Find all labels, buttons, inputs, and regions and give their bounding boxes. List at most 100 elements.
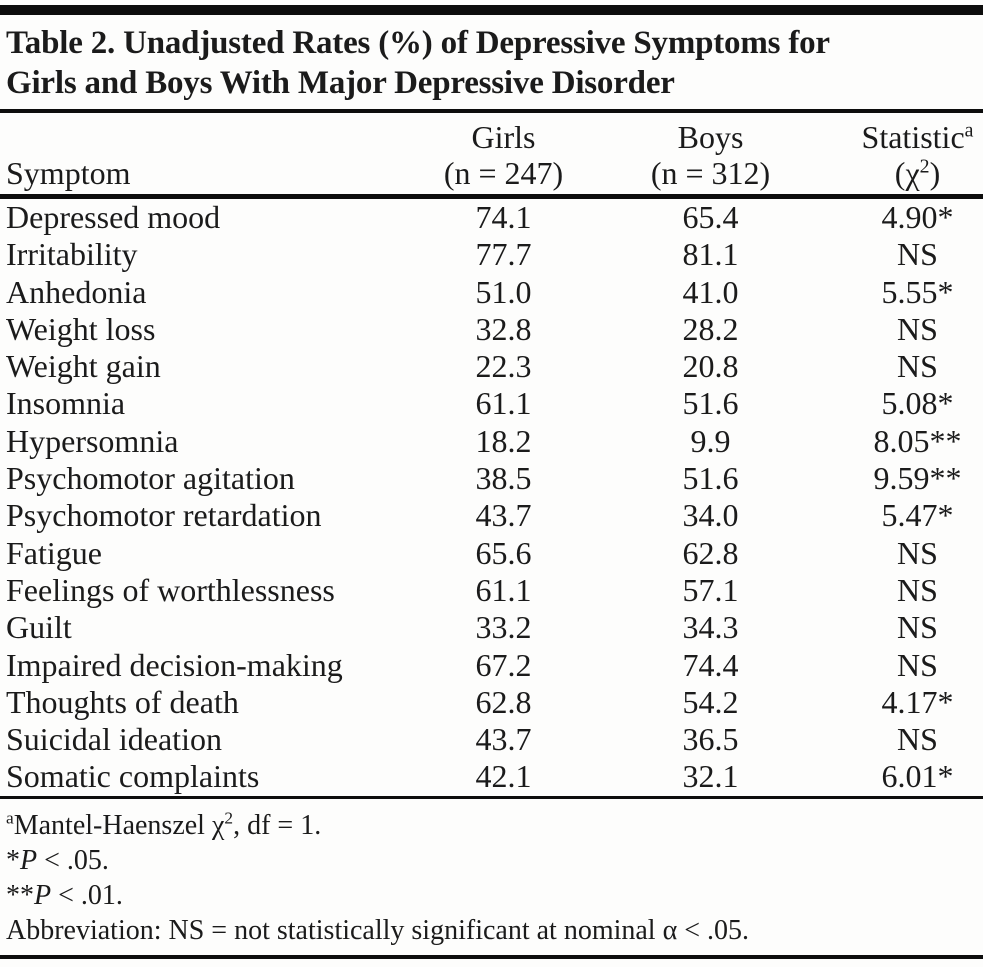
girls-value-cell: 62.8 <box>475 683 532 720</box>
footnote-p01-value: < .01. <box>51 879 123 911</box>
symptom-cell: Impaired decision-making <box>6 646 343 683</box>
statistic-value-cell: NS <box>897 534 938 571</box>
boys-value-cell: 34.0 <box>682 497 739 534</box>
statistic-value-cell: 8.05** <box>873 422 962 459</box>
table-row: Guilt 33.2 34.3 NS <box>0 609 983 646</box>
girls-header-line2: (n = 247) <box>443 155 564 191</box>
statistic-value-cell: NS <box>897 571 938 608</box>
statistic-value-cell: 5.55* <box>881 273 954 310</box>
boys-value-cell: 9.9 <box>690 422 731 459</box>
statistic-value-cell: NS <box>897 236 938 273</box>
chi-square-open: (χ <box>894 155 920 191</box>
footnote-chi-exponent: 2 <box>224 808 234 828</box>
table-row: Weight loss 32.8 28.2 NS <box>0 311 983 348</box>
statistic-value-cell: NS <box>897 646 938 683</box>
statistic-value-cell: 9.59** <box>873 460 962 497</box>
symptom-cell: Irritability <box>6 236 138 273</box>
table-title-line2: Girls and Boys With Major Depressive Dis… <box>6 65 675 101</box>
girls-value-cell: 43.7 <box>475 497 532 534</box>
table-body: Depressed mood 74.1 65.4 4.90* Irritabil… <box>0 197 983 799</box>
symptom-cell: Guilt <box>6 609 72 646</box>
column-header-statistic: Statistica (χ2) <box>814 113 983 199</box>
girls-value-cell: 32.8 <box>475 310 532 347</box>
boys-value-cell: 81.1 <box>682 236 739 273</box>
table-header: Symptom Girls (n = 247) Boys (n = 312) Sta… <box>0 113 983 199</box>
symptom-cell: Psychomotor agitation <box>6 460 295 497</box>
symptom-cell: Weight loss <box>6 310 156 347</box>
statistic-value-cell: NS <box>897 609 938 646</box>
table-row: Psychomotor retardation 43.7 34.0 5.47* <box>0 497 983 534</box>
statistic-value-cell: 5.08* <box>881 385 954 422</box>
symptom-cell: Somatic complaints <box>0 758 400 799</box>
table-row: Insomnia 61.1 51.6 5.08* <box>0 385 983 422</box>
footnote-mantel-df: , df = 1. <box>233 809 322 841</box>
table-title-line1: Table 2. Unadjusted Rates (%) of Depress… <box>6 25 830 61</box>
girls-value-cell: 74.1 <box>475 199 532 235</box>
footnote-p01: **P < .01. <box>6 878 983 913</box>
footnote-marker-a: a <box>6 808 14 828</box>
footnote-p05-p: P <box>20 844 38 876</box>
table-row: Somatic complaints 42.1 32.1 6.01* <box>0 758 983 799</box>
boys-value-cell: 65.4 <box>682 199 739 235</box>
statistic-value-cell: 4.17* <box>881 683 954 720</box>
girls-value-cell: 67.2 <box>475 646 532 683</box>
table-title: Table 2. Unadjusted Rates (%) of Depress… <box>0 15 983 103</box>
table-row: Feelings of worthlessness 61.1 57.1 NS <box>0 572 983 609</box>
table-row: Suicidal ideation 43.7 36.5 NS <box>0 721 983 758</box>
girls-value-cell: 22.3 <box>475 348 532 385</box>
boys-value-cell: 51.6 <box>682 460 739 497</box>
statistic-header-footnote-marker: a <box>964 119 974 142</box>
symptom-cell: Anhedonia <box>6 273 147 310</box>
table-row: Anhedonia 51.0 41.0 5.55* <box>0 274 983 311</box>
statistic-value-cell: NS <box>897 310 938 347</box>
girls-value-cell: 43.7 <box>475 721 532 758</box>
girls-value-cell: 33.2 <box>475 609 532 646</box>
symptom-cell: Thoughts of death <box>6 683 239 720</box>
statistic-value-cell: 6.01* <box>814 758 983 799</box>
girls-value-cell: 42.1 <box>400 758 607 799</box>
footnote-p01-p: P <box>34 879 52 911</box>
statistic-value-cell: 5.47* <box>881 497 954 534</box>
header-row: Symptom Girls (n = 247) Boys (n = 312) Sta… <box>0 113 983 199</box>
statistic-value-cell: NS <box>897 348 938 385</box>
boys-value-cell: 34.3 <box>682 609 739 646</box>
bottom-rule <box>0 954 983 959</box>
table-row: Hypersomnia 18.2 9.9 8.05** <box>0 423 983 460</box>
boys-value-cell: 54.2 <box>682 683 739 720</box>
statistic-value-cell: 4.90* <box>881 199 954 235</box>
girls-value-cell: 51.0 <box>475 273 532 310</box>
top-rule <box>0 5 983 15</box>
table-row: Thoughts of death 62.8 54.2 4.17* <box>0 684 983 721</box>
girls-header-line1: Girls <box>471 119 536 155</box>
column-header-girls: Girls (n = 247) <box>400 113 607 199</box>
boys-value-cell: 51.6 <box>682 385 739 422</box>
symptom-cell: Weight gain <box>6 348 161 385</box>
column-header-boys: Boys (n = 312) <box>607 113 814 199</box>
girls-value-cell: 77.7 <box>475 236 532 273</box>
symptom-cell: Hypersomnia <box>6 422 179 459</box>
boys-value-cell: 28.2 <box>682 310 739 347</box>
table-row: Depressed mood 74.1 65.4 4.90* <box>0 197 983 237</box>
table-row: Impaired decision-making 67.2 74.4 NS <box>0 647 983 684</box>
symptom-rates-table: Symptom Girls (n = 247) Boys (n = 312) Sta… <box>0 113 983 799</box>
symptom-cell: Insomnia <box>6 385 126 422</box>
footnote-p05-value: < .05. <box>37 844 109 876</box>
boys-value-cell: 74.4 <box>682 646 739 683</box>
symptom-cell: Feelings of worthlessness <box>6 571 335 608</box>
boys-value-cell: 62.8 <box>682 534 739 571</box>
footnote-p05: *P < .05. <box>6 843 983 878</box>
boys-header-line2: (n = 312) <box>650 155 771 191</box>
table-row: Fatigue 65.6 62.8 NS <box>0 535 983 572</box>
footnote-p05-stars: * <box>6 844 20 876</box>
boys-value-cell: 57.1 <box>682 571 739 608</box>
girls-value-cell: 65.6 <box>475 534 532 571</box>
girls-value-cell: 61.1 <box>475 571 532 608</box>
boys-value-cell: 41.0 <box>682 273 739 310</box>
girls-value-cell: 38.5 <box>475 460 532 497</box>
girls-value-cell: 18.2 <box>475 422 532 459</box>
symptom-cell: Fatigue <box>6 534 102 571</box>
boys-value-cell: 36.5 <box>682 721 739 758</box>
title-rule <box>0 109 983 113</box>
statistic-value-cell: NS <box>897 721 938 758</box>
